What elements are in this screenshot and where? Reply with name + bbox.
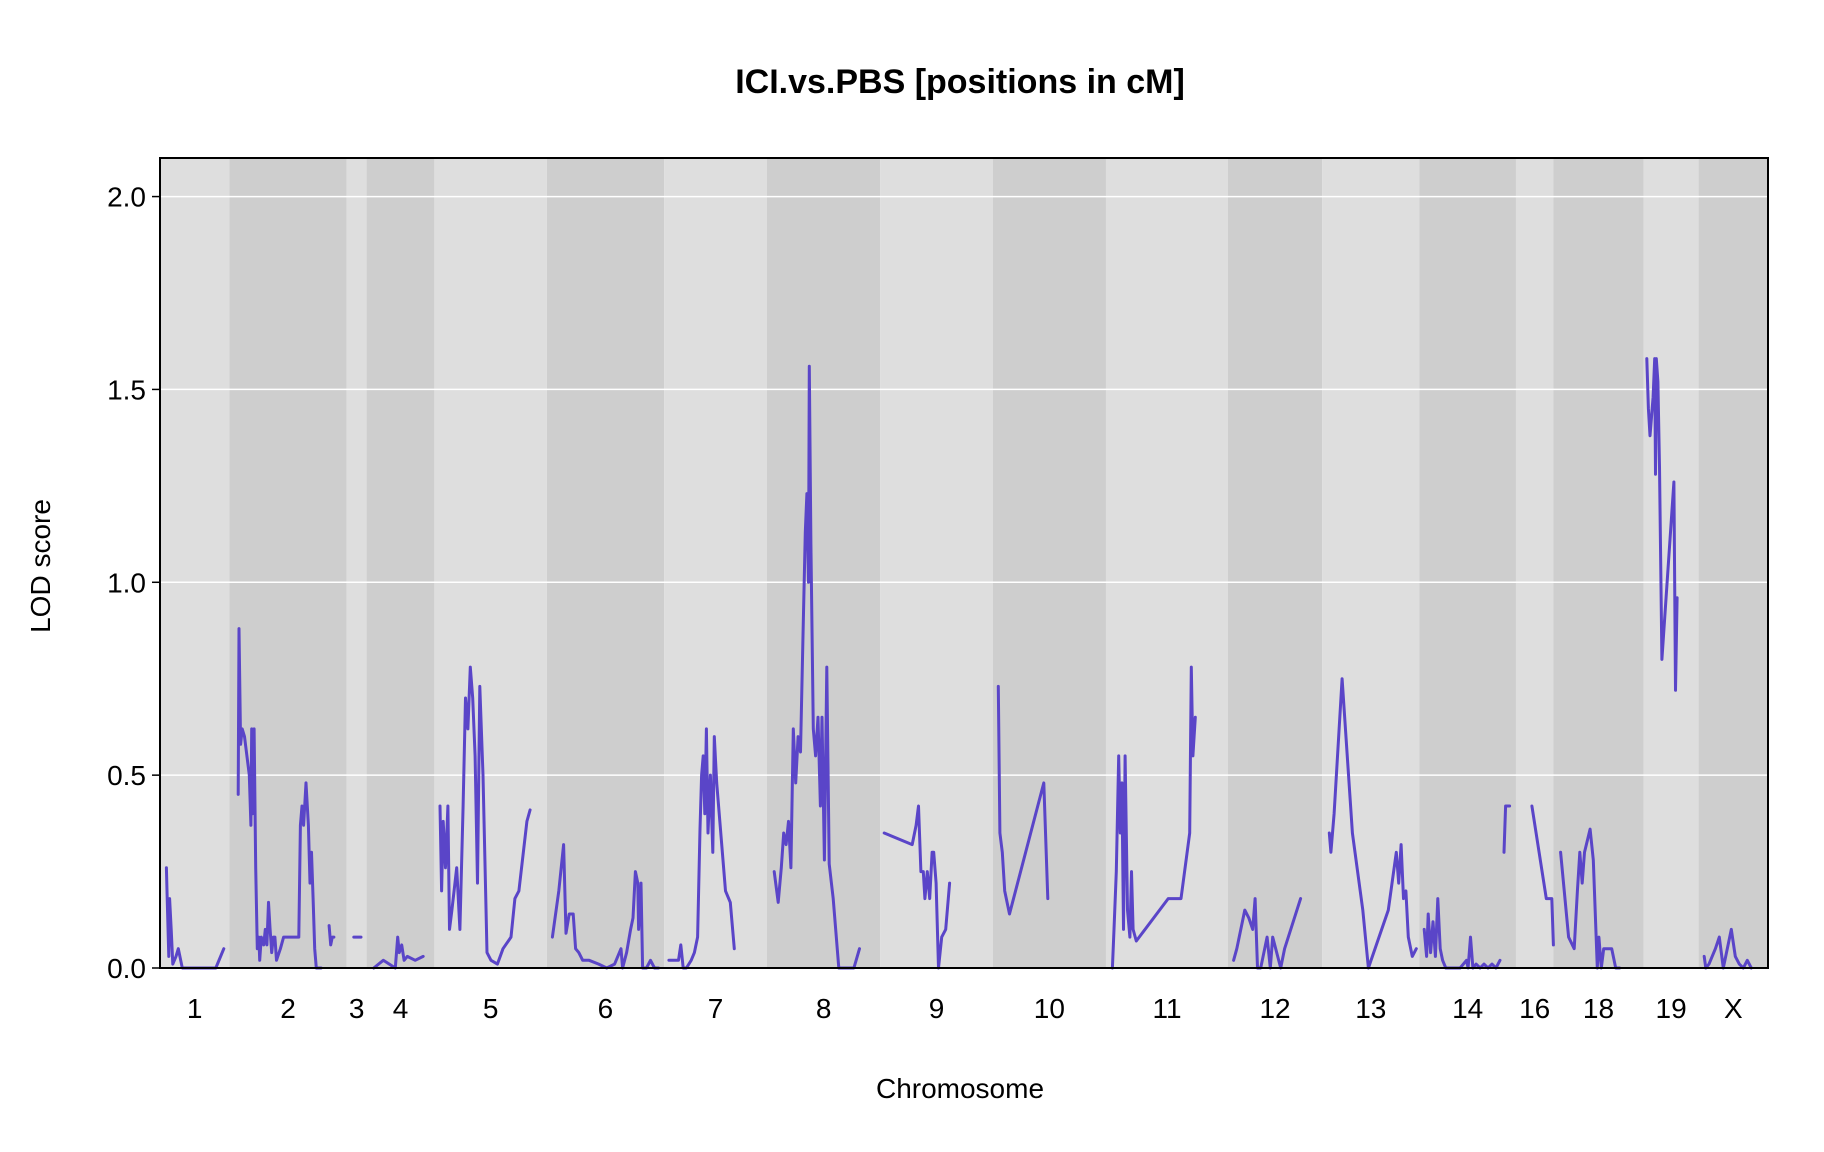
chromosome-band-13: [1322, 158, 1420, 968]
chromosome-band-1: [160, 158, 230, 968]
chromosome-band-19: [1643, 158, 1699, 968]
lod-curve-segment: [882, 804, 952, 970]
x-tick-label-1: 1: [187, 993, 203, 1024]
lod-curve-segment: [1559, 827, 1622, 970]
chromosome-bands: [160, 158, 1768, 968]
x-tick-label-18: 18: [1583, 993, 1614, 1024]
chromosome-band-6: [546, 158, 665, 968]
x-axis-label: Chromosome: [876, 1073, 1044, 1104]
x-tick-label-13: 13: [1355, 993, 1386, 1024]
chromosome-band-4: [366, 158, 435, 968]
x-tick-label-16: 16: [1519, 993, 1550, 1024]
x-tick-label-5: 5: [483, 993, 499, 1024]
lod-curve-segment: [1530, 804, 1555, 947]
chromosome-band-X: [1698, 158, 1768, 968]
x-tick-label-4: 4: [393, 993, 409, 1024]
y-tick-label: 1.5: [107, 374, 146, 405]
lod-curve-segment: [236, 627, 323, 970]
lod-curve-segment: [327, 924, 336, 947]
lod-curve-segment: [1327, 677, 1418, 970]
chart-title: ICI.vs.PBS [positions in cM]: [735, 63, 1185, 101]
y-tick-label: 1.0: [107, 567, 146, 598]
x-tick-label-14: 14: [1452, 993, 1483, 1024]
x-tick-label-8: 8: [816, 993, 832, 1024]
lod-curve-segment: [772, 364, 861, 970]
x-tick-label-19: 19: [1656, 993, 1687, 1024]
x-axis: 1 2 3 4 5 6 7 8 9 10 11 12 13 14 16 18 19 X: [187, 993, 1743, 1024]
x-tick-label-7: 7: [708, 993, 724, 1024]
x-tick-label-3: 3: [349, 993, 365, 1024]
x-tick-label-12: 12: [1259, 993, 1290, 1024]
lod-curve-segment: [372, 935, 425, 970]
lod-curve-segment: [1502, 804, 1512, 854]
x-tick-label-10: 10: [1034, 993, 1065, 1024]
lod-curve-segment: [1645, 357, 1679, 692]
chromosome-band-12: [1228, 158, 1323, 968]
chromosome-band-10: [992, 158, 1106, 968]
chromosome-band-7: [664, 158, 767, 968]
y-tick-label: 0.5: [107, 760, 146, 791]
chromosome-band-14: [1419, 158, 1516, 968]
plot-frame: [159, 157, 1769, 969]
chromosome-band-5: [434, 158, 547, 968]
x-tick-label-X: X: [1724, 993, 1743, 1024]
y-tick-label: 0.0: [107, 953, 146, 984]
chromosome-band-18: [1553, 158, 1644, 968]
lod-curve-segment: [1110, 665, 1197, 970]
lod-curve-segment: [996, 684, 1050, 916]
chromosome-band-16: [1515, 158, 1554, 968]
x-tick-label-11: 11: [1152, 993, 1181, 1024]
y-axis-label: LOD score: [25, 499, 56, 633]
y-tick-label: 2.0: [107, 182, 146, 213]
x-tick-label-2: 2: [280, 993, 296, 1024]
lod-curve-segment: [550, 843, 660, 970]
chromosome-band-9: [880, 158, 993, 968]
x-tick-label-6: 6: [598, 993, 614, 1024]
x-tick-label-9: 9: [929, 993, 945, 1024]
chromosome-band-2: [229, 158, 347, 968]
lod-curve-segment: [438, 665, 532, 966]
y-axis: 0.0 0.5 1.0 1.5 2.0: [107, 182, 160, 984]
lod-curve: [164, 357, 1753, 970]
chromosome-band-3: [346, 158, 367, 968]
